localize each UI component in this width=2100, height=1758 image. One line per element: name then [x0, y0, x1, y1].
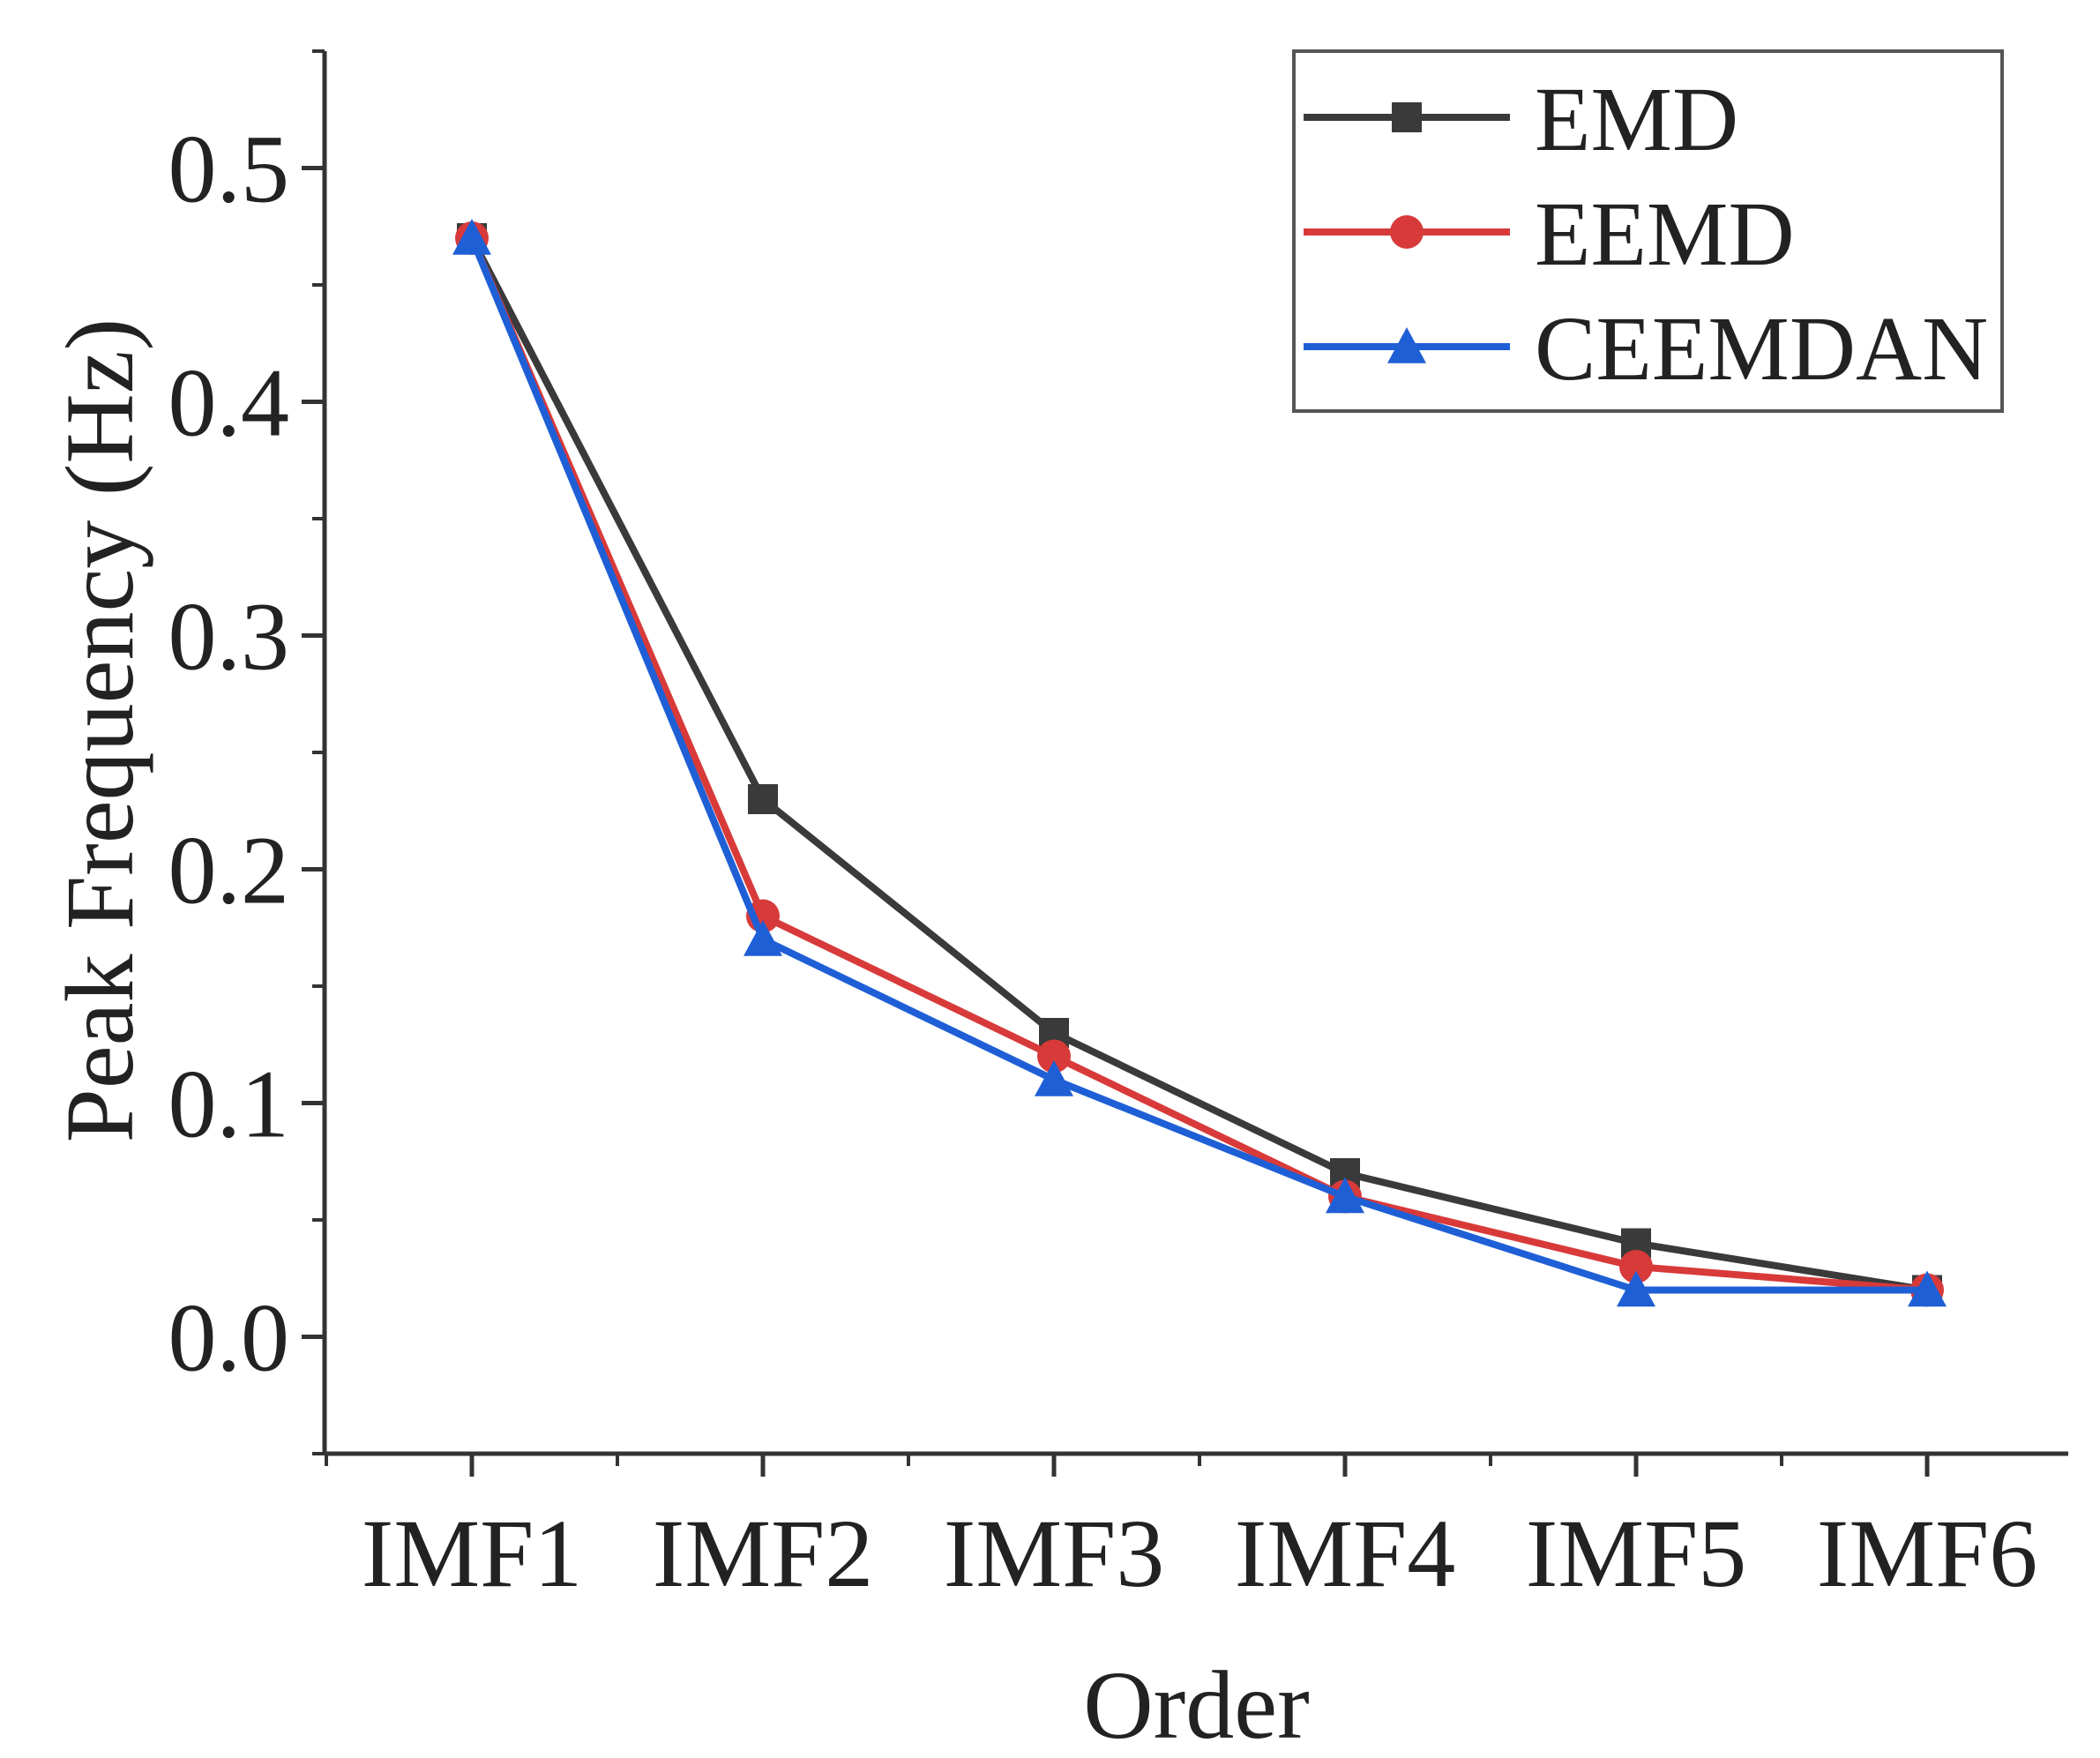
emd-line: [468, 236, 1928, 1294]
legend-item-eemd: EEMD: [1304, 183, 1795, 285]
ceemdan-point: [452, 219, 491, 255]
legend-marker-eemd: [1390, 215, 1424, 249]
legend-item-ceemdan: CEEMDAN: [1304, 298, 1988, 400]
legend-item-emd: EMD: [1304, 69, 1738, 170]
legend-label-eemd: EEMD: [1535, 183, 1795, 285]
series-layer: [452, 219, 1947, 1307]
y-tick-label: 0.4: [168, 349, 290, 457]
eemd-point: [1619, 1250, 1653, 1283]
eemd-line: [468, 236, 1928, 1294]
ceemdan-point: [744, 920, 782, 956]
y-tick-label: 0.0: [168, 1284, 290, 1392]
y-tick-label: 0.5: [168, 116, 290, 223]
x-tick-label: IMF3: [944, 1500, 1165, 1607]
eemd-point: [1037, 1039, 1071, 1074]
series-ceemdan: [452, 219, 1947, 1307]
x-tick-label: IMF2: [653, 1500, 874, 1607]
legend-label-emd: EMD: [1535, 69, 1738, 170]
x-tick-label: IMF6: [1817, 1500, 2038, 1607]
legend: EMD EEMD CEEMDAN: [1292, 49, 2004, 413]
x-tick-label: IMF1: [362, 1500, 583, 1607]
ceemdan-point: [1908, 1270, 1947, 1307]
emd-point: [748, 784, 778, 814]
ceemdan-point: [1035, 1060, 1073, 1096]
y-axis-title: Peak Frequency (Hz): [46, 318, 153, 1143]
x-axis-title: Order: [1083, 1651, 1310, 1758]
ceemdan-line: [468, 236, 1927, 1294]
y-tick-label: 0.1: [168, 1051, 290, 1158]
x-tick-label: IMF4: [1235, 1500, 1456, 1607]
y-tick-label: 0.2: [168, 817, 290, 924]
legend-marker-emd: [1392, 102, 1422, 132]
legend-marker-ceemdan: [1387, 327, 1426, 363]
x-tick-label: IMF5: [1526, 1500, 1747, 1607]
y-tick-label: 0.3: [168, 583, 290, 691]
ceemdan-point: [1617, 1270, 1655, 1307]
ceemdan-point: [1326, 1177, 1364, 1214]
ticks: 0.0 0.1 0.2 0.3 0.4 0.5 IMF1 IMF2 IMF3 IMF4 IMF5 IM…: [168, 49, 2038, 1607]
legend-label-ceemdan: CEEMDAN: [1535, 298, 1988, 400]
